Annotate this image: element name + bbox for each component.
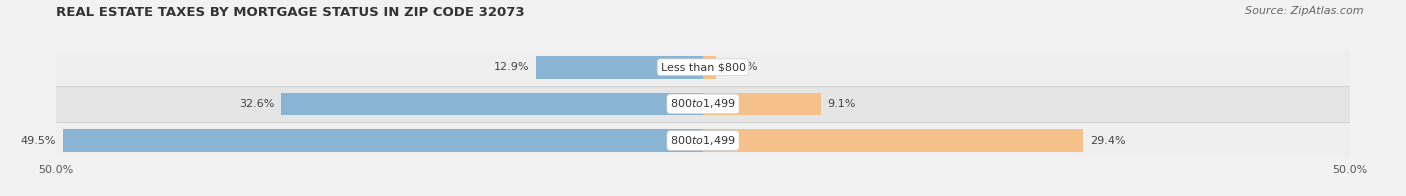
Text: Less than $800: Less than $800 — [661, 62, 745, 72]
Text: 29.4%: 29.4% — [1090, 136, 1125, 146]
Bar — [703, 129, 1083, 152]
Bar — [56, 122, 1350, 159]
Bar — [56, 49, 1350, 85]
Text: Source: ZipAtlas.com: Source: ZipAtlas.com — [1246, 6, 1364, 16]
Text: 49.5%: 49.5% — [21, 136, 56, 146]
Text: 9.1%: 9.1% — [827, 99, 856, 109]
Bar — [703, 56, 716, 79]
Text: 12.9%: 12.9% — [494, 62, 530, 72]
Bar — [536, 56, 703, 79]
Bar — [56, 85, 1350, 122]
Text: $800 to $1,499: $800 to $1,499 — [671, 134, 735, 147]
Text: REAL ESTATE TAXES BY MORTGAGE STATUS IN ZIP CODE 32073: REAL ESTATE TAXES BY MORTGAGE STATUS IN … — [56, 6, 524, 19]
Text: $800 to $1,499: $800 to $1,499 — [671, 97, 735, 110]
Text: 0.97%: 0.97% — [723, 62, 758, 72]
Bar — [281, 93, 703, 115]
Bar — [63, 129, 703, 152]
Bar — [703, 93, 821, 115]
Text: 32.6%: 32.6% — [239, 99, 274, 109]
